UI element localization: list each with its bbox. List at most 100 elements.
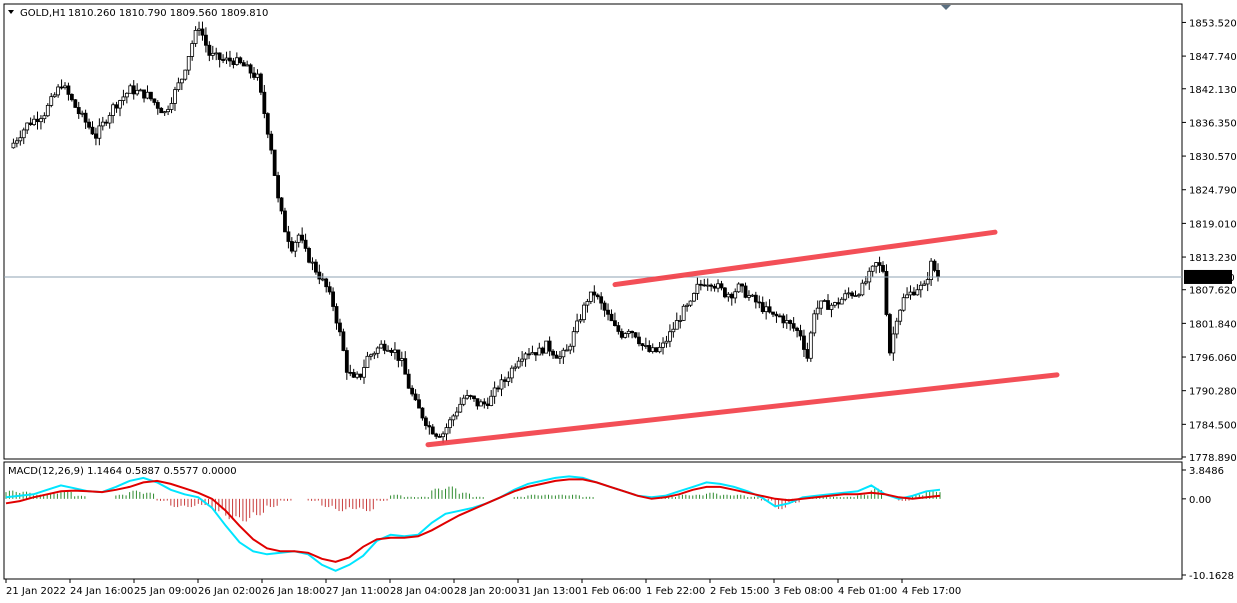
lower-channel-trendline[interactable] bbox=[425, 372, 1060, 448]
candle bbox=[812, 313, 817, 334]
candle bbox=[863, 281, 868, 284]
candle bbox=[558, 356, 562, 359]
candle bbox=[860, 282, 865, 296]
candle bbox=[186, 56, 191, 71]
candle bbox=[513, 366, 518, 369]
candle bbox=[32, 118, 36, 125]
dropdown-arrow-icon[interactable] bbox=[8, 10, 14, 14]
candle bbox=[351, 372, 356, 378]
candle bbox=[688, 300, 693, 306]
candle bbox=[286, 231, 291, 242]
candle bbox=[516, 360, 521, 368]
candle bbox=[121, 96, 126, 101]
candle bbox=[874, 262, 879, 267]
candle bbox=[485, 403, 490, 406]
candle bbox=[365, 355, 370, 368]
candle bbox=[128, 85, 133, 94]
candle bbox=[204, 34, 208, 46]
macd-header: MACD(12,26,9) 1.1464 0.5887 0.5577 0.000… bbox=[8, 466, 237, 477]
time-tick-label: 1 Feb 22:00 bbox=[646, 586, 705, 597]
candle bbox=[815, 307, 820, 315]
candle bbox=[66, 85, 71, 95]
candle bbox=[406, 373, 411, 389]
candle bbox=[932, 260, 937, 271]
candle bbox=[403, 358, 408, 375]
candle bbox=[692, 293, 696, 302]
candle bbox=[389, 349, 394, 353]
candle bbox=[289, 241, 294, 252]
candle bbox=[111, 104, 116, 116]
candle bbox=[269, 133, 274, 151]
candle bbox=[832, 302, 837, 306]
candle bbox=[578, 319, 583, 322]
candle bbox=[142, 89, 146, 99]
time-tick-label: 31 Jan 13:00 bbox=[518, 586, 581, 597]
candle bbox=[929, 260, 934, 280]
candle bbox=[561, 349, 566, 358]
upper-channel-trendline[interactable] bbox=[612, 229, 998, 288]
candle bbox=[523, 353, 528, 360]
candle bbox=[668, 331, 672, 342]
candle bbox=[657, 346, 662, 353]
candle bbox=[114, 104, 119, 109]
candle bbox=[207, 44, 212, 56]
candle bbox=[118, 100, 122, 109]
candle bbox=[674, 320, 679, 330]
candle bbox=[348, 371, 353, 374]
candle bbox=[877, 262, 882, 266]
candle bbox=[499, 379, 504, 390]
macd-tick-label: -10.1628 bbox=[1189, 571, 1234, 582]
price-tick-label: 1778.890 bbox=[1189, 453, 1237, 464]
candle bbox=[905, 294, 909, 299]
candle bbox=[399, 358, 404, 361]
candle bbox=[482, 401, 487, 405]
candle bbox=[372, 352, 377, 356]
time-tick-label: 4 Feb 17:00 bbox=[902, 586, 961, 597]
candle bbox=[619, 331, 624, 338]
time-tick-label: 26 Jan 02:00 bbox=[198, 586, 261, 597]
candle bbox=[729, 293, 734, 299]
price-tick-label: 1830.570 bbox=[1189, 152, 1237, 163]
candle bbox=[35, 118, 40, 123]
candle bbox=[331, 291, 335, 307]
candle bbox=[313, 261, 318, 273]
candle bbox=[210, 52, 215, 56]
candle bbox=[647, 345, 652, 352]
candle bbox=[80, 112, 85, 115]
price-tick-label: 1807.620 bbox=[1189, 286, 1237, 297]
candle bbox=[846, 292, 851, 295]
chart-ohlc-values: 1810.260 1810.790 1809.560 1809.810 bbox=[68, 8, 268, 19]
price-tick-label: 1819.010 bbox=[1189, 219, 1237, 230]
candle bbox=[417, 399, 421, 409]
candle bbox=[881, 265, 885, 272]
candle bbox=[822, 300, 827, 302]
candle bbox=[368, 354, 373, 357]
price-tick-label: 1824.790 bbox=[1189, 186, 1237, 197]
candle bbox=[671, 328, 676, 333]
macd-tick-label: 0.00 bbox=[1189, 495, 1211, 506]
candle bbox=[726, 293, 731, 298]
candle bbox=[11, 142, 16, 149]
candle bbox=[135, 89, 140, 95]
candle bbox=[702, 284, 707, 287]
candle bbox=[884, 271, 889, 315]
candle bbox=[386, 349, 390, 352]
candle bbox=[396, 349, 401, 361]
shift-marker-icon[interactable] bbox=[941, 5, 951, 10]
candle bbox=[918, 284, 923, 291]
chart-symbol: GOLD,H1 bbox=[20, 8, 66, 19]
candle bbox=[296, 234, 301, 243]
time-tick-label: 2 Feb 15:00 bbox=[710, 586, 769, 597]
candle bbox=[451, 415, 456, 421]
candle bbox=[705, 284, 710, 287]
candle bbox=[630, 330, 635, 334]
candle bbox=[678, 319, 683, 322]
candle bbox=[540, 347, 545, 354]
candle bbox=[362, 367, 366, 378]
candle bbox=[52, 94, 57, 98]
candle bbox=[341, 331, 346, 351]
candle bbox=[637, 336, 641, 345]
candle bbox=[197, 28, 201, 31]
candle bbox=[826, 300, 830, 310]
